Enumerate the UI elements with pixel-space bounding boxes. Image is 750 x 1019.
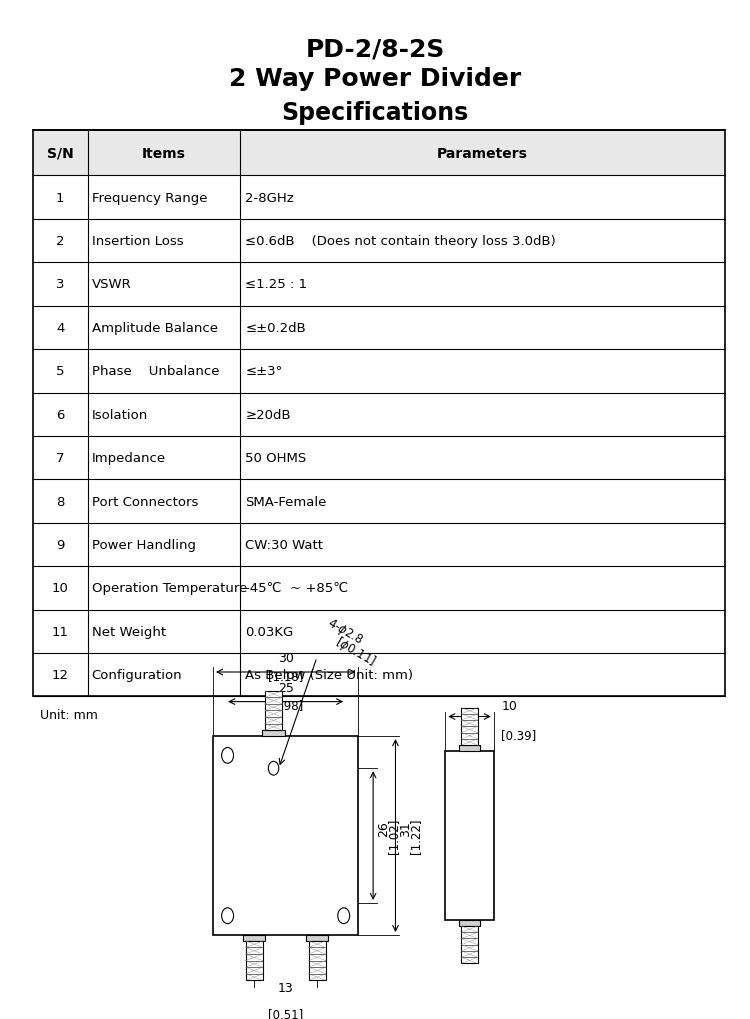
- Text: [$\phi$0.11]: [$\phi$0.11]: [332, 633, 379, 669]
- Text: 12: 12: [52, 668, 69, 682]
- Text: 26: 26: [376, 820, 390, 836]
- Text: [1.22]: [1.22]: [409, 818, 422, 854]
- Text: Insertion Loss: Insertion Loss: [92, 234, 183, 248]
- Text: 9: 9: [56, 538, 64, 551]
- Text: 2 Way Power Divider: 2 Way Power Divider: [229, 67, 521, 91]
- Text: [0.51]: [0.51]: [268, 1007, 303, 1019]
- Text: [1.02]: [1.02]: [386, 818, 400, 853]
- Text: CW:30 Watt: CW:30 Watt: [245, 538, 323, 551]
- Text: [1.18]: [1.18]: [268, 669, 303, 682]
- Text: 4: 4: [56, 322, 64, 334]
- Text: 2: 2: [56, 234, 64, 248]
- Bar: [461, 926, 478, 964]
- Circle shape: [222, 908, 233, 923]
- Text: ≤1.25 : 1: ≤1.25 : 1: [245, 278, 308, 291]
- Text: -45℃  ~ +85℃: -45℃ ~ +85℃: [245, 582, 349, 595]
- Text: SMA-Female: SMA-Female: [245, 495, 327, 508]
- Text: 30: 30: [278, 651, 293, 664]
- Bar: [446, 751, 494, 920]
- Text: Port Connectors: Port Connectors: [92, 495, 198, 508]
- Bar: [265, 691, 282, 731]
- Text: 6: 6: [56, 409, 64, 421]
- Text: 2-8GHz: 2-8GHz: [245, 192, 294, 205]
- Bar: [243, 935, 266, 941]
- Text: Operation Temperature: Operation Temperature: [92, 582, 247, 595]
- Bar: [459, 746, 480, 751]
- Text: Net Weight: Net Weight: [92, 626, 166, 638]
- Text: Frequency Range: Frequency Range: [92, 192, 207, 205]
- Text: ≤±3°: ≤±3°: [245, 365, 283, 378]
- Text: PD-2/8-2S: PD-2/8-2S: [305, 38, 445, 61]
- Bar: [32, 130, 725, 697]
- Text: 11: 11: [52, 626, 69, 638]
- Text: Amplitude Balance: Amplitude Balance: [92, 322, 218, 334]
- Circle shape: [268, 761, 279, 775]
- Text: 0.03KG: 0.03KG: [245, 626, 294, 638]
- Text: Phase    Unbalance: Phase Unbalance: [92, 365, 219, 378]
- Text: ≤±0.2dB: ≤±0.2dB: [245, 322, 306, 334]
- Text: 8: 8: [56, 495, 64, 508]
- Text: 5: 5: [56, 365, 64, 378]
- Text: Specifications: Specifications: [281, 101, 469, 125]
- Circle shape: [222, 748, 233, 763]
- Text: 31: 31: [399, 820, 412, 836]
- Text: 10: 10: [501, 699, 517, 712]
- Text: Unit: mm: Unit: mm: [40, 708, 98, 721]
- Text: Power Handling: Power Handling: [92, 538, 196, 551]
- Bar: [306, 935, 328, 941]
- Text: 25: 25: [278, 681, 293, 694]
- Text: Configuration: Configuration: [92, 668, 182, 682]
- Bar: [461, 708, 478, 746]
- Text: 10: 10: [52, 582, 69, 595]
- Text: 4-$\phi$2.8: 4-$\phi$2.8: [325, 614, 366, 648]
- Text: 13: 13: [278, 981, 293, 995]
- Text: 7: 7: [56, 451, 64, 465]
- Text: ≥20dB: ≥20dB: [245, 409, 291, 421]
- Bar: [308, 941, 326, 980]
- Text: Impedance: Impedance: [92, 451, 166, 465]
- Text: VSWR: VSWR: [92, 278, 131, 291]
- Text: [0.98]: [0.98]: [268, 699, 303, 712]
- Text: 3: 3: [56, 278, 64, 291]
- Bar: [213, 737, 358, 935]
- Bar: [246, 941, 262, 980]
- Text: ≤0.6dB    (Does not contain theory loss 3.0dB): ≤0.6dB (Does not contain theory loss 3.0…: [245, 234, 556, 248]
- Text: Items: Items: [142, 147, 186, 161]
- Text: 1: 1: [56, 192, 64, 205]
- Text: Parameters: Parameters: [437, 147, 528, 161]
- Circle shape: [338, 908, 350, 923]
- Bar: [262, 731, 285, 737]
- Text: S/N: S/N: [46, 147, 74, 161]
- Text: As Below (Size Unit: mm): As Below (Size Unit: mm): [245, 668, 413, 682]
- Text: [0.39]: [0.39]: [501, 729, 536, 742]
- Bar: [459, 920, 480, 926]
- FancyBboxPatch shape: [32, 130, 725, 176]
- Text: Isolation: Isolation: [92, 409, 148, 421]
- Text: 50 OHMS: 50 OHMS: [245, 451, 307, 465]
